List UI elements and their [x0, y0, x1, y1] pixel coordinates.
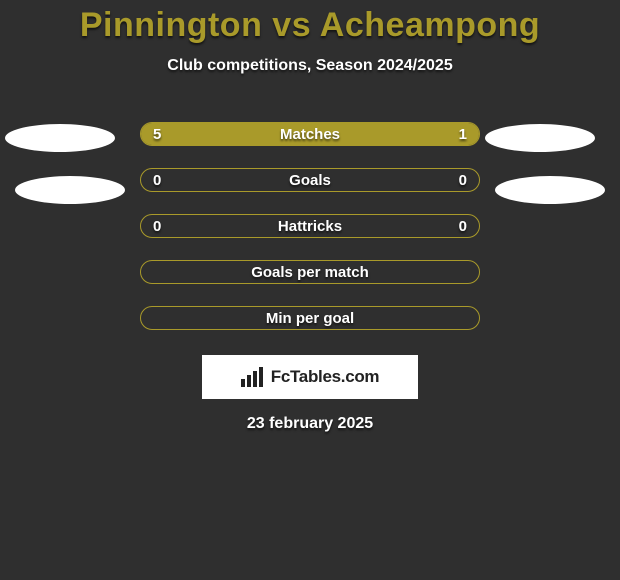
stat-row: Min per goal	[0, 295, 620, 341]
bar-track: 0 0 Hattricks	[140, 214, 480, 238]
date-text: 23 february 2025	[0, 415, 620, 433]
stat-value-right: 0	[447, 169, 479, 191]
bars-icon	[241, 367, 265, 387]
stat-value-left: 0	[141, 215, 173, 237]
bar-fill-right	[411, 123, 479, 145]
bar-track: 0 0 Goals	[140, 168, 480, 192]
logo-box: FcTables.com	[202, 355, 418, 399]
stat-label: Hattricks	[141, 215, 479, 237]
stat-label: Goals	[141, 169, 479, 191]
stat-row: 0 0 Hattricks	[0, 203, 620, 249]
page-title: Pinnington vs Acheampong	[0, 0, 620, 45]
stat-label: Min per goal	[141, 307, 479, 329]
bar-track: Goals per match	[140, 260, 480, 284]
avatar-ellipse	[485, 124, 595, 152]
stat-row: Goals per match	[0, 249, 620, 295]
bar-fill-left	[141, 123, 411, 145]
stat-value-left: 0	[141, 169, 173, 191]
page-subtitle: Club competitions, Season 2024/2025	[0, 57, 620, 75]
bar-track: 5 1 Matches	[140, 122, 480, 146]
avatar-ellipse	[15, 176, 125, 204]
avatar-ellipse	[5, 124, 115, 152]
stat-label: Goals per match	[141, 261, 479, 283]
bar-track: Min per goal	[140, 306, 480, 330]
stat-value-right: 0	[447, 215, 479, 237]
logo-text: FcTables.com	[271, 367, 380, 387]
avatar-ellipse	[495, 176, 605, 204]
